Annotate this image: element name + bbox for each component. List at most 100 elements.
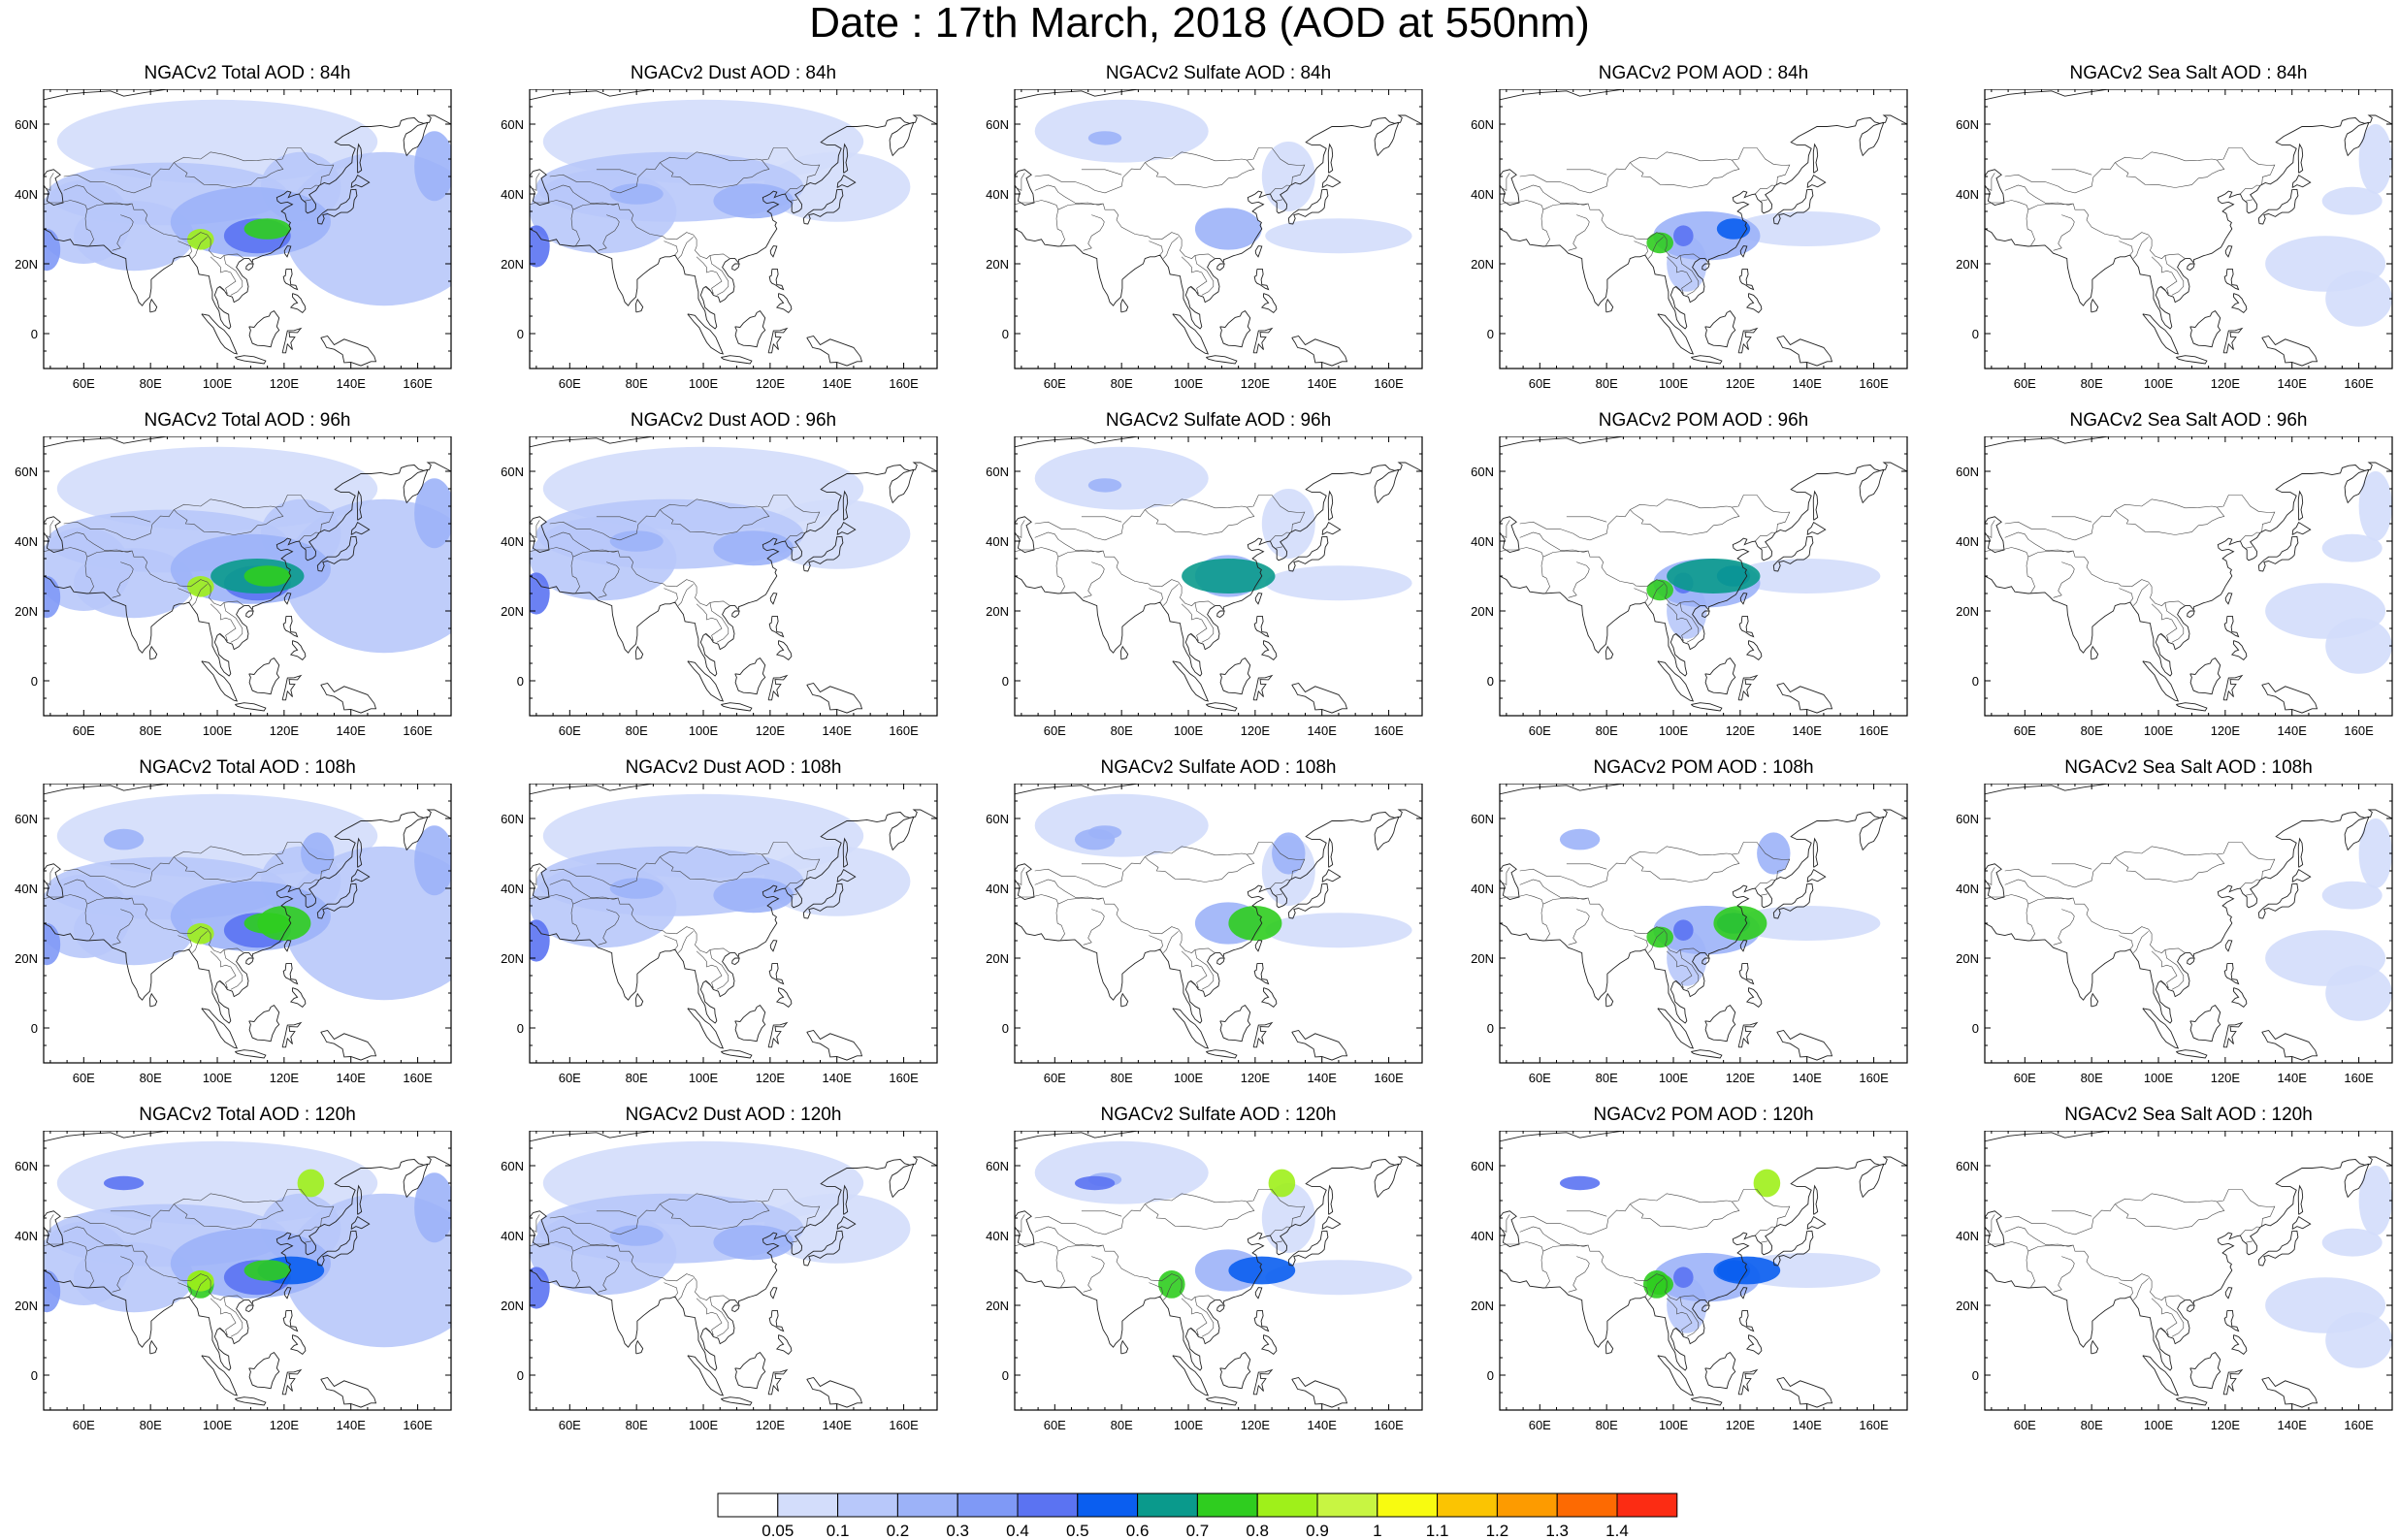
aod-plume <box>1194 208 1262 250</box>
coastline <box>530 114 937 330</box>
y-tick-label: 40N <box>986 187 1009 202</box>
aod-plume <box>243 1260 291 1281</box>
coastline <box>1657 660 1695 702</box>
coastline <box>1605 992 1614 1008</box>
country-border <box>677 931 694 953</box>
country-border <box>1500 173 1510 191</box>
aod-plume <box>1265 565 1412 601</box>
aod-plume <box>1716 218 1751 240</box>
x-tick-label: 60E <box>2014 723 2036 738</box>
y-tick-label: 20N <box>501 604 524 619</box>
country-border <box>2240 879 2261 889</box>
country-border <box>1015 894 1059 905</box>
coastline <box>1739 1287 1748 1299</box>
coastline <box>1859 816 1885 851</box>
coastline <box>530 1210 550 1247</box>
coastline <box>1260 640 1278 661</box>
country-border <box>1755 1226 1776 1236</box>
aod-plume <box>1228 906 1282 941</box>
country-border <box>223 949 243 990</box>
country-border <box>1194 602 1215 643</box>
country-border <box>1634 935 1648 950</box>
x-tick-label: 100E <box>1659 723 1689 738</box>
panel-title: NGACv2 Sea Salt AOD : 108h <box>2064 757 2313 778</box>
x-tick-label: 80E <box>1596 376 1618 391</box>
country-border <box>178 1282 192 1298</box>
country-border <box>1081 516 1122 523</box>
coastline <box>769 245 778 258</box>
aod-plume <box>414 1172 451 1243</box>
country-border <box>1666 950 1693 989</box>
x-tick-label: 160E <box>1859 1071 1889 1085</box>
coastline <box>1985 114 2392 330</box>
panel-title: NGACv2 Sea Salt AOD : 120h <box>2064 1105 2313 1125</box>
country-border <box>1081 169 1122 176</box>
country-border <box>1540 209 1550 246</box>
coastline <box>2297 490 2304 521</box>
y-tick-label: 40N <box>1956 187 1979 202</box>
y-tick-label: 20N <box>986 604 1009 619</box>
country-border <box>86 1244 244 1300</box>
coastline <box>1605 1339 1614 1355</box>
coastline <box>2176 702 2208 712</box>
coastline <box>1216 1304 1225 1313</box>
country-border <box>191 931 208 953</box>
x-tick-label: 60E <box>2014 1071 2036 1085</box>
country-border <box>1500 1241 1544 1252</box>
x-tick-label: 120E <box>2211 1071 2241 1085</box>
coastline <box>1260 1334 1278 1356</box>
country-border <box>1015 200 1059 210</box>
y-tick-label: 20N <box>501 1299 524 1313</box>
coastline <box>1776 335 1833 367</box>
y-tick-label: 60N <box>15 465 38 479</box>
country-border <box>110 169 151 176</box>
country-border <box>549 495 821 541</box>
coastline <box>44 169 64 206</box>
colorbar-swatch <box>1196 1492 1258 1518</box>
coastline <box>235 355 267 365</box>
country-border <box>1276 1240 1283 1243</box>
country-border <box>299 531 320 542</box>
coastline <box>1657 1355 1695 1396</box>
aod-plume <box>1734 211 1881 246</box>
coastline <box>1691 355 1723 365</box>
coastline <box>1321 1215 1342 1230</box>
coastline <box>1374 1163 1400 1199</box>
y-tick-label: 20N <box>1956 951 1979 966</box>
country-border <box>598 909 620 946</box>
country-border <box>63 842 335 888</box>
country-border <box>598 1256 620 1293</box>
x-tick-label: 100E <box>689 1418 719 1432</box>
coastline <box>1812 1184 1819 1215</box>
x-tick-label: 160E <box>2344 1418 2374 1432</box>
country-border <box>660 853 770 882</box>
coastline <box>687 660 725 702</box>
coastline <box>731 1304 740 1313</box>
country-border <box>110 516 151 523</box>
coastline <box>320 1376 377 1408</box>
country-border <box>2026 209 2035 246</box>
country-border <box>305 1240 312 1243</box>
x-tick-label: 160E <box>403 376 433 391</box>
coastline <box>2261 1376 2318 1408</box>
country-border <box>2051 1210 2092 1217</box>
coastline <box>403 468 429 504</box>
country-border <box>2004 1189 2276 1235</box>
country-border <box>1194 1297 1215 1337</box>
coastline <box>635 992 644 1008</box>
x-tick-label: 60E <box>1044 376 1066 391</box>
aod-map: 60E 80E 100E 120E 140E 160E 60N 40N 20N 0 <box>501 1131 938 1432</box>
country-border <box>1034 531 1076 551</box>
country-border <box>572 897 730 953</box>
x-tick-label: 80E <box>626 376 648 391</box>
country-border <box>178 588 192 603</box>
country-border <box>1559 202 1589 206</box>
country-border <box>1149 588 1163 603</box>
x-tick-label: 60E <box>73 723 95 738</box>
country-border <box>1500 547 1544 558</box>
coastline <box>767 674 789 701</box>
coastline <box>530 462 937 677</box>
coastline <box>889 468 915 504</box>
coastline <box>836 174 857 188</box>
x-tick-label: 80E <box>1111 1418 1133 1432</box>
